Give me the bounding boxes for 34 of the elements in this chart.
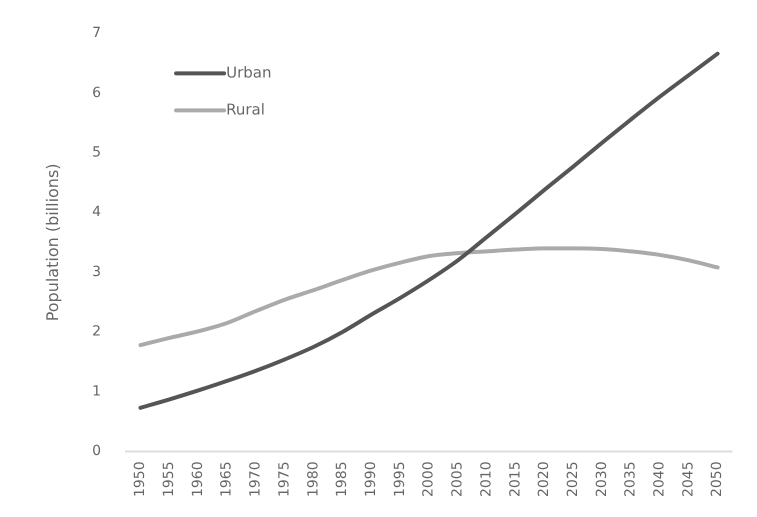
x-tick-label: 1960 bbox=[190, 461, 206, 498]
line-series bbox=[138, 246, 720, 348]
y-tick-label: 1 bbox=[92, 383, 102, 400]
x-tick-label: 1950 bbox=[132, 461, 148, 498]
y-tick-label: 2 bbox=[92, 324, 102, 340]
legend-label: Urban bbox=[226, 63, 272, 82]
y-tick-label: 7 bbox=[92, 25, 102, 42]
x-tick-label: 1975 bbox=[276, 461, 292, 498]
y-tick-label: 0 bbox=[92, 443, 102, 460]
x-tick-label: 1985 bbox=[334, 461, 350, 498]
x-tick-label: 2010 bbox=[478, 461, 494, 498]
x-tick-label: 1970 bbox=[248, 461, 264, 498]
x-tick-label: 2045 bbox=[680, 461, 696, 498]
x-tick-label: 2020 bbox=[536, 461, 552, 498]
y-tick-label: 3 bbox=[92, 264, 102, 280]
x-tick-label: 1965 bbox=[218, 461, 235, 498]
x-tick-label: 1995 bbox=[392, 461, 408, 498]
x-tick-label: 1990 bbox=[362, 461, 379, 498]
x-tick-label: 2040 bbox=[652, 461, 668, 498]
y-tick-label: 4 bbox=[92, 204, 102, 220]
y-tick-label: 5 bbox=[92, 144, 102, 160]
x-tick-label: 2050 bbox=[709, 461, 726, 498]
x-tick-label: 2030 bbox=[594, 461, 610, 498]
legend-label: Rural bbox=[226, 100, 265, 118]
x-tick-label: 1980 bbox=[305, 461, 322, 498]
x-tick-label: 1955 bbox=[161, 461, 178, 498]
x-tick-label: 2005 bbox=[450, 461, 466, 498]
y-axis-title: Population (billions) bbox=[42, 163, 62, 322]
x-tick-label: 2000 bbox=[420, 461, 437, 498]
y-tick-label: 6 bbox=[92, 84, 102, 101]
x-tick-label: 2035 bbox=[622, 461, 639, 498]
line-series bbox=[138, 52, 720, 410]
x-tick-label: 2015 bbox=[507, 461, 524, 498]
x-tick-label: 2025 bbox=[564, 461, 581, 498]
